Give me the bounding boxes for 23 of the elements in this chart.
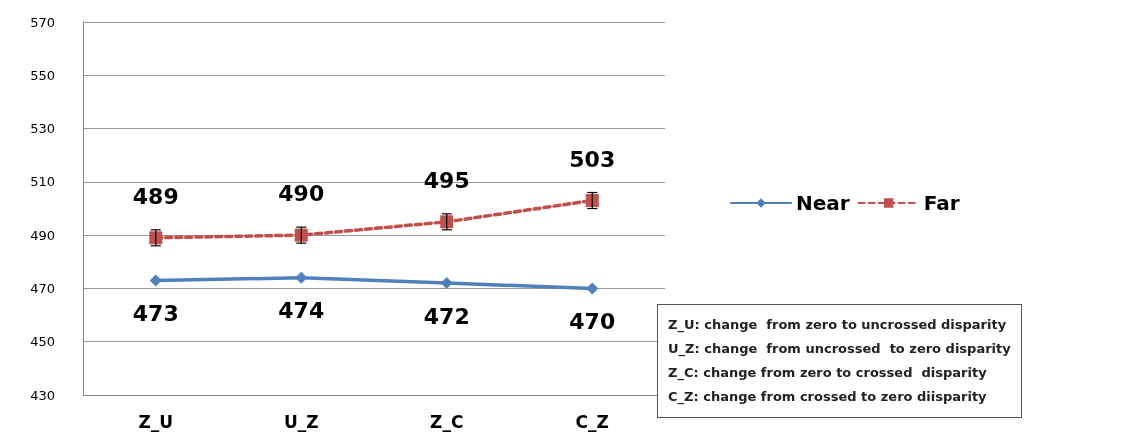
y-tick-label: 450 bbox=[30, 334, 55, 350]
data-label: 489 bbox=[132, 183, 179, 209]
data-label: 503 bbox=[569, 146, 616, 172]
note-box: Z_U: change from zero to uncrossed disparity U_Z: change from uncrossed to zero disparity Z_C: change from zero to crossed disparity C_Z: change from crossed to zero diisparity bbox=[657, 304, 1022, 418]
data-label: 474 bbox=[278, 298, 325, 324]
legend-label: Near bbox=[796, 191, 850, 215]
y-tick-label: 570 bbox=[30, 14, 55, 30]
data-label: 490 bbox=[278, 181, 325, 207]
y-tick-label: 510 bbox=[30, 174, 55, 190]
y-tick-label: 470 bbox=[30, 280, 55, 296]
data-label: 495 bbox=[423, 167, 470, 193]
x-tick-label: Z_C bbox=[430, 411, 464, 432]
x-tick-label: Z_U bbox=[138, 411, 174, 432]
data-label: 473 bbox=[132, 300, 179, 326]
y-tick-label: 490 bbox=[30, 227, 55, 243]
y-tick-label: 550 bbox=[30, 67, 55, 83]
data-label: 470 bbox=[569, 308, 616, 334]
legend-label: Far bbox=[923, 191, 960, 215]
x-tick-label: C_Z bbox=[575, 411, 609, 432]
data-label: 472 bbox=[423, 303, 470, 329]
y-tick-label: 430 bbox=[30, 387, 55, 403]
y-tick-label: 530 bbox=[30, 121, 55, 137]
x-tick-label: U_Z bbox=[283, 411, 319, 432]
